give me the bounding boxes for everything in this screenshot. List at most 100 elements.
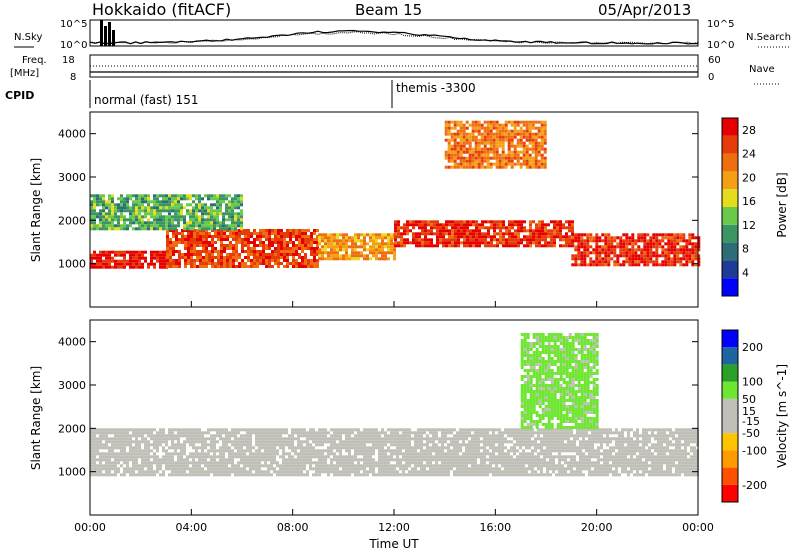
range-cell [195,212,198,216]
range-cell [393,257,396,261]
range-cell [114,434,117,438]
range-cell [691,251,695,255]
range-cell [453,126,457,130]
range-cell [534,126,538,130]
range-cell [144,221,147,225]
range-cell [345,473,348,477]
range-cell [226,229,229,232]
range-cell [466,238,469,242]
range-cell [417,470,420,474]
range-cell [327,470,330,474]
range-cell [499,229,502,233]
range-cell [555,443,558,447]
range-cell [283,256,286,259]
range-cell [304,238,307,241]
range-cell [297,446,300,450]
range-cell [486,452,489,456]
range-cell [96,467,99,471]
range-cell [387,437,390,441]
range-cell [271,241,274,244]
range-cell [541,244,544,248]
range-cell [123,200,126,204]
range-cell [369,461,372,465]
range-cell [685,245,689,249]
range-cell [543,437,546,441]
range-cell [471,437,474,441]
range-cell [153,256,156,260]
range-cell [525,138,529,142]
velocity-bands [90,333,699,477]
range-cell [180,464,183,468]
range-cell [537,120,541,124]
range-cell [105,250,108,254]
range-cell [622,263,626,267]
range-cell [108,262,111,266]
range-cell [318,467,321,471]
range-cell [448,244,451,248]
range-cell [442,235,445,239]
range-cell [415,223,418,227]
range-cell [543,431,546,435]
range-cell [424,226,427,230]
range-cell [571,239,575,243]
range-cell [516,144,520,148]
range-cell [262,244,265,247]
range-cell [460,241,463,245]
range-cell [375,461,378,465]
range-cell [610,248,614,252]
range-cell [132,467,135,471]
range-cell [93,449,96,453]
range-cell [513,449,516,453]
range-cell [403,241,406,245]
range-cell [457,232,460,236]
range-cell [225,209,228,213]
range-cell [474,434,477,438]
range-cell [450,144,454,148]
range-cell [513,162,517,166]
range-cell [96,262,99,266]
range-cell [339,245,342,249]
range-cell [162,265,165,269]
range-cell [204,203,207,207]
range-cell [144,470,147,474]
range-cell [549,464,552,468]
range-cell [427,229,430,233]
range-cell [132,464,135,468]
range-cell [174,449,177,453]
range-cell [378,467,381,471]
range-cell [90,194,93,198]
range-cell [187,262,190,265]
range-cell [640,260,644,264]
range-cell [105,461,108,465]
range-cell [394,241,397,245]
range-cell [291,449,294,453]
range-cell [250,247,253,250]
range-cell [661,260,665,264]
range-cell [216,212,219,216]
range-cell [90,262,93,266]
range-cell [477,467,480,471]
range-cell [297,461,300,465]
range-cell [457,238,460,242]
range-cell [403,223,406,227]
range-cell [309,431,312,435]
range-cell [234,221,237,225]
range-cell [445,220,448,224]
range-cell [480,428,483,432]
range-cell [480,473,483,477]
range-cell [309,443,312,447]
range-cell [267,452,270,456]
range-cell [270,434,273,438]
range-cell [135,464,138,468]
range-cell [309,434,312,438]
range-cell [312,440,315,444]
range-cell [111,206,114,210]
range-cell [351,236,354,240]
range-cell [456,443,459,447]
range-cell [174,212,177,216]
range-cell [213,458,216,462]
range-cell [159,259,162,263]
range-cell [441,449,444,453]
range-cell [507,467,510,471]
range-cell [450,458,453,462]
